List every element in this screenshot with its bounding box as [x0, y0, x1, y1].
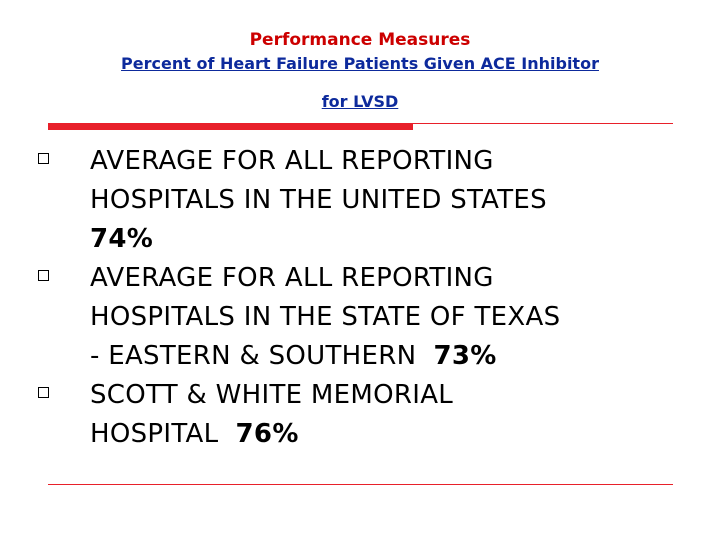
- list-item-us-average: AVERAGE FOR ALL REPORTING HOSPITALS IN T…: [38, 142, 678, 259]
- list-item-line: HOSPITALS IN THE UNITED STATES: [90, 185, 547, 215]
- list-item-texas-average: AVERAGE FOR ALL REPORTING HOSPITALS IN T…: [38, 259, 678, 376]
- list-item-text: SCOTT & WHITE MEMORIAL HOSPITAL 76%: [90, 376, 678, 454]
- square-bullet-icon: [38, 270, 49, 281]
- list-item-scott-white: SCOTT & WHITE MEMORIAL HOSPITAL 76%: [38, 376, 678, 454]
- list-item-value: 73%: [433, 341, 497, 371]
- list-item-value: 74%: [90, 224, 154, 254]
- list-item-line: - EASTERN & SOUTHERN 73%: [90, 337, 678, 376]
- list-item-value: 76%: [235, 419, 299, 449]
- page-subtitle: Percent of Heart Failure Patients Given …: [121, 54, 599, 73]
- list-item-text: AVERAGE FOR ALL REPORTING HOSPITALS IN T…: [90, 259, 678, 376]
- list-item-line: HOSPITALS IN THE STATE OF TEXAS: [90, 302, 561, 332]
- list-item-hospital: HOSPITAL: [90, 419, 236, 449]
- list-item-text: AVERAGE FOR ALL REPORTING HOSPITALS IN T…: [90, 142, 678, 259]
- page-title: Performance Measures: [249, 30, 471, 50]
- list-item-line: AVERAGE FOR ALL REPORTING: [90, 263, 494, 293]
- top-divider-accent: [48, 124, 413, 130]
- square-bullet-icon: [38, 153, 49, 164]
- list-item-line: HOSPITAL 76%: [90, 415, 678, 454]
- square-bullet-icon: [38, 387, 49, 398]
- list-item-line: SCOTT & WHITE MEMORIAL: [90, 380, 454, 410]
- list-item-region: - EASTERN & SOUTHERN: [90, 341, 434, 371]
- bullet-list: AVERAGE FOR ALL REPORTING HOSPITALS IN T…: [38, 142, 678, 454]
- list-item-line: AVERAGE FOR ALL REPORTING: [90, 146, 494, 176]
- bottom-divider: [48, 484, 673, 485]
- top-divider-thin: [48, 123, 673, 124]
- page-subtitle-continued: for LVSD: [321, 92, 399, 111]
